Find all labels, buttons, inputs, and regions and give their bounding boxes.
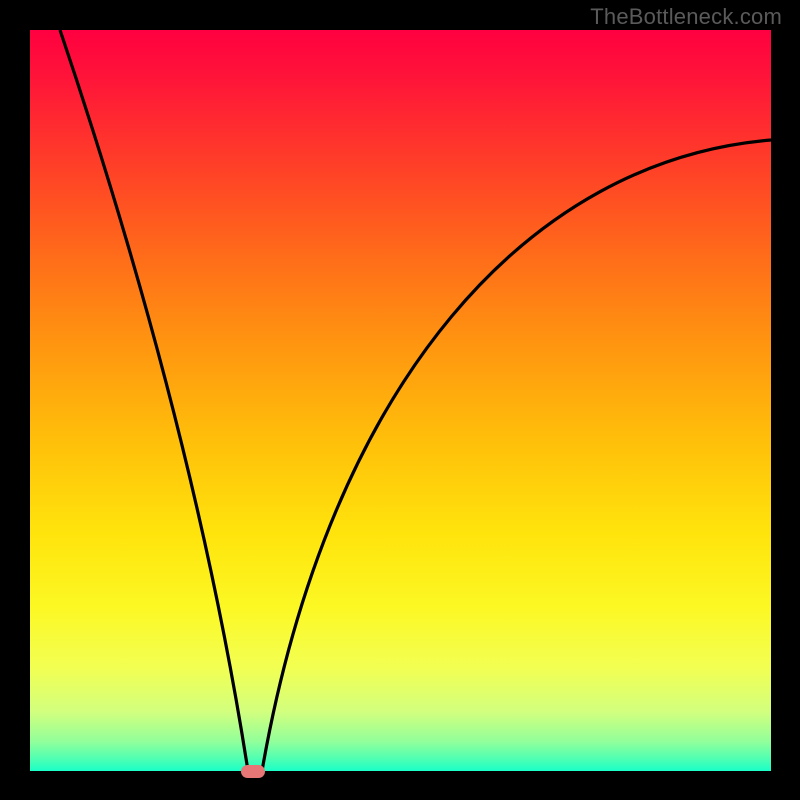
chart-svg — [30, 30, 771, 771]
bottleneck-marker — [241, 765, 265, 778]
gradient-background — [30, 30, 771, 771]
plot-area — [30, 30, 771, 771]
watermark-text: TheBottleneck.com — [590, 4, 782, 30]
